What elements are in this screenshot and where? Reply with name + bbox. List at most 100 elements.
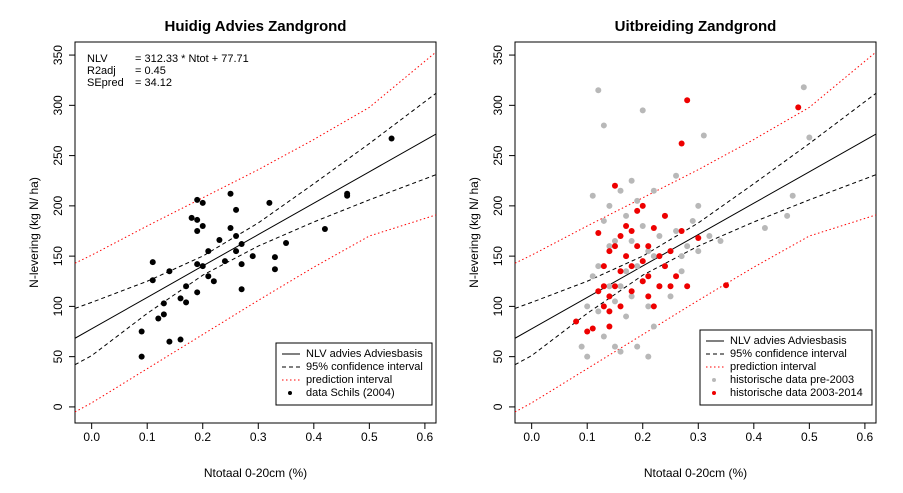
plot-frame (514, 41, 877, 424)
data-point (233, 248, 240, 255)
chart-title: Huidig Advies Zandgrond (165, 18, 347, 35)
data-point (656, 253, 663, 260)
chart-title: Uitbreiding Zandgrond (615, 18, 777, 35)
y-tick-label: 250 (51, 145, 65, 165)
data-point (606, 308, 613, 315)
line (75, 92, 436, 309)
data-point (795, 104, 802, 111)
data-point (600, 122, 607, 129)
data-point (650, 187, 657, 194)
data-point (177, 336, 184, 343)
data-point (628, 293, 635, 300)
data-point (573, 318, 580, 325)
data-point (667, 248, 674, 255)
y-tick-label: 100 (51, 296, 65, 316)
x-tick-label: 0.0 (83, 430, 100, 444)
y-tick-label: 350 (491, 45, 505, 65)
data-point (155, 315, 162, 322)
data-point (661, 212, 668, 219)
data-point (177, 295, 184, 302)
data-point (684, 283, 691, 290)
data-point (578, 343, 585, 350)
data-point (138, 328, 145, 335)
data-point (678, 140, 685, 147)
data-point (238, 261, 245, 268)
legend-box (699, 329, 873, 406)
data-point (678, 268, 685, 275)
annotation-text: = 312.33 * Ntot + 77.71 (135, 53, 249, 65)
x-tick-label: 0.5 (361, 430, 378, 444)
data-point (650, 303, 657, 310)
data-point (221, 258, 228, 265)
x-tick-label: 0.6 (857, 430, 874, 444)
x-tick-label: 0.0 (523, 430, 540, 444)
plot-frame (74, 41, 437, 424)
data-point (595, 87, 602, 94)
line (75, 133, 436, 339)
y-tick-label: 150 (51, 246, 65, 266)
y-axis-label: N-levering (kg N/ ha) (467, 177, 481, 288)
data-point (321, 225, 328, 232)
plot-area (515, 51, 876, 413)
data-point (194, 227, 201, 234)
data-point (639, 202, 646, 209)
data-point (761, 224, 768, 231)
legend-label: NLV advies Adviesbasis (306, 348, 423, 360)
data-point (611, 243, 618, 250)
data-point (656, 283, 663, 290)
data-point (700, 132, 707, 139)
panel: Huidig Advies Zandgrond Ntotaal 0-20cm (%… (27, 18, 437, 480)
x-tick-label: 0.6 (417, 430, 434, 444)
data-point (595, 288, 602, 295)
data-point (623, 212, 630, 219)
data-point (678, 227, 685, 234)
data-point (667, 283, 674, 290)
data-point (199, 222, 206, 229)
data-point (695, 235, 702, 242)
data-point (617, 233, 624, 240)
legend-box (275, 342, 433, 406)
data-point (595, 263, 602, 270)
legend-label: NLV advies Adviesbasis (730, 335, 847, 347)
data-point (645, 248, 652, 255)
data-point (606, 243, 613, 250)
data-point (628, 227, 635, 234)
data-point (188, 214, 195, 221)
y-tick-label: 200 (491, 196, 505, 216)
data-point (600, 283, 607, 290)
data-point (227, 190, 234, 197)
data-point (388, 135, 395, 142)
data-point (611, 182, 618, 189)
data-point (183, 299, 190, 306)
data-point (233, 233, 240, 240)
y-tick-label: 100 (491, 296, 505, 316)
data-point (706, 233, 713, 240)
data-point (617, 283, 624, 290)
data-point (634, 263, 641, 270)
data-point (623, 313, 630, 320)
data-point (628, 238, 635, 245)
data-point (800, 84, 807, 91)
data-point (595, 308, 602, 315)
data-point (639, 107, 646, 114)
x-axis-label: Ntotaal 0-20cm (%) (204, 466, 307, 480)
data-point (673, 227, 680, 234)
data-point (194, 261, 201, 268)
data-point (194, 196, 201, 203)
y-tick-label: 300 (491, 95, 505, 115)
data-point (645, 243, 652, 250)
data-point (617, 268, 624, 275)
data-point (600, 333, 607, 340)
legend-marker (288, 391, 292, 395)
data-point (600, 263, 607, 270)
data-point (249, 253, 256, 260)
annotation-text: = 34.12 (135, 77, 172, 89)
data-point (584, 303, 591, 310)
legend-label: prediction interval (730, 361, 816, 373)
y-tick-label: 0 (51, 403, 65, 410)
y-tick-label: 0 (491, 403, 505, 410)
x-tick-label: 0.5 (801, 430, 818, 444)
data-point (645, 293, 652, 300)
data-point (606, 323, 613, 330)
data-point (611, 343, 618, 350)
